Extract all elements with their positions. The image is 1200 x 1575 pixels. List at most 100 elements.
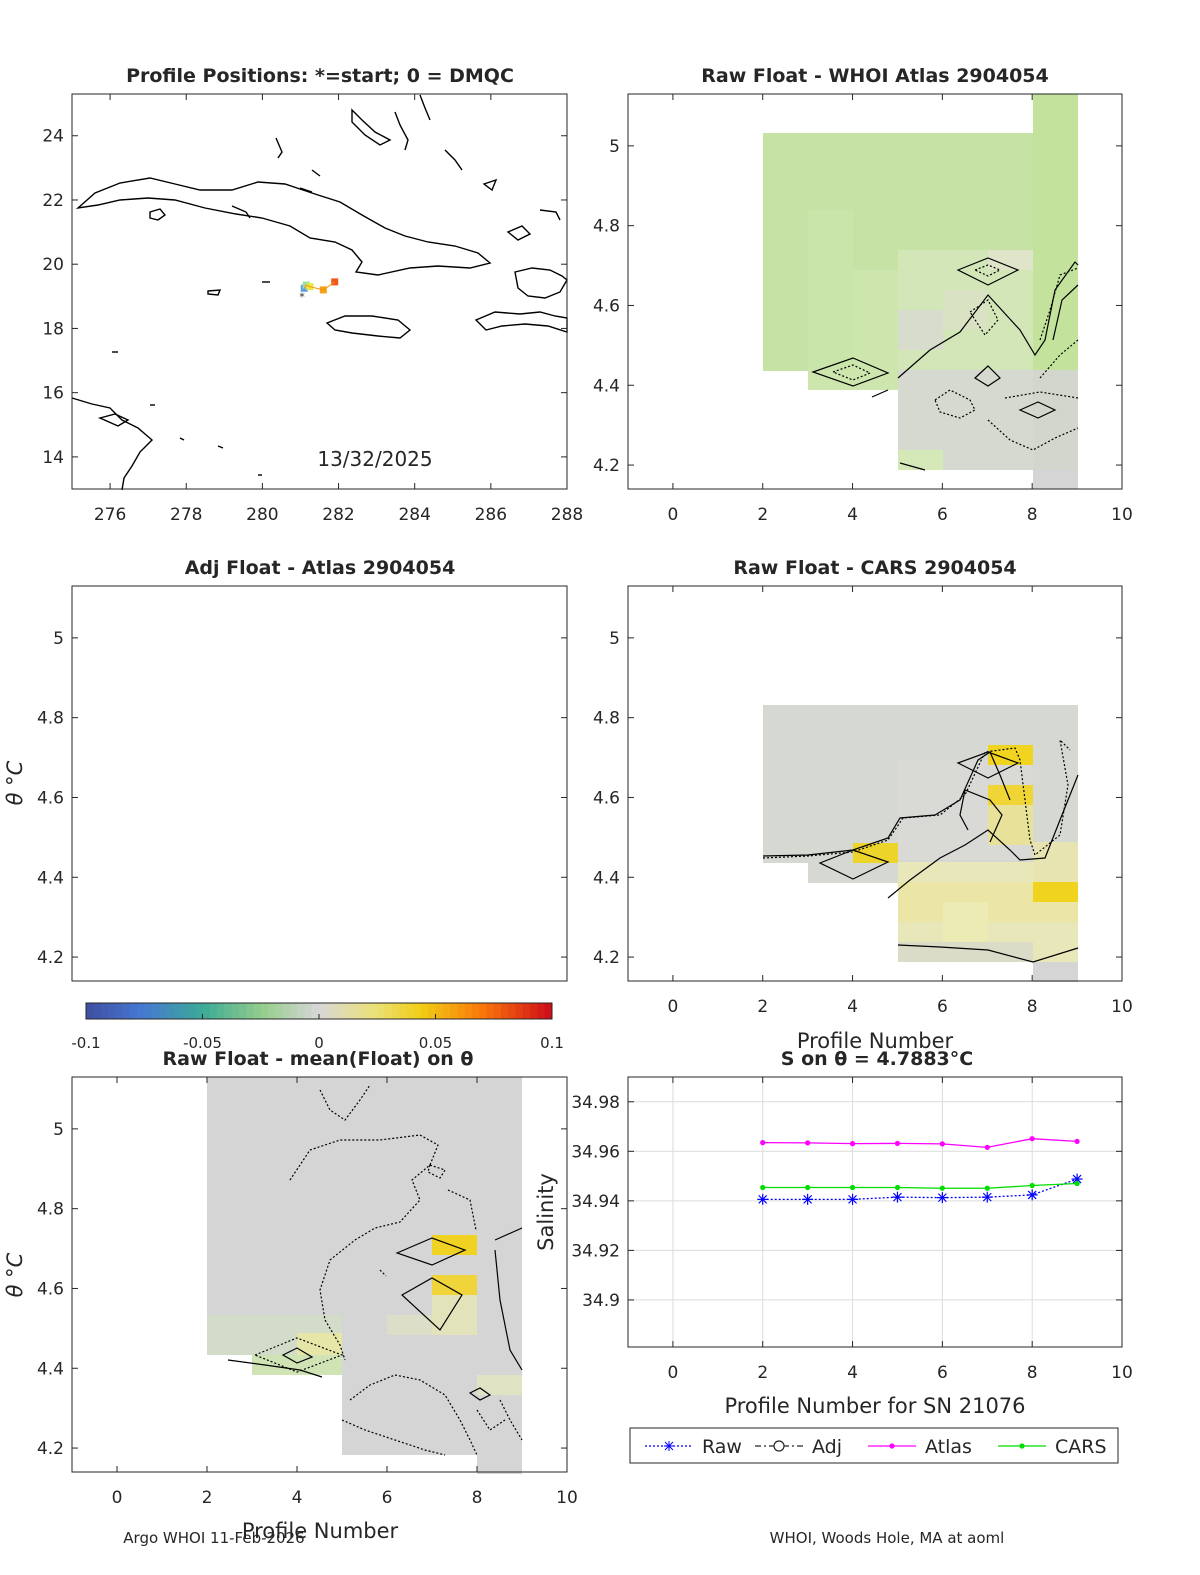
colorbar-cell bbox=[187, 1003, 196, 1019]
raw-point bbox=[847, 1193, 859, 1205]
cars-y-ticks: 4.2 4.4 4.6 4.8 5 bbox=[593, 629, 1122, 968]
whoi-contours bbox=[811, 257, 1079, 471]
mean-heatmap bbox=[207, 1077, 522, 1474]
y-tick-label: 4.6 bbox=[37, 1279, 64, 1299]
colorbar-cell bbox=[107, 1003, 116, 1019]
whoi-y-ticks: 4.2 4.4 4.6 4.8 5 bbox=[593, 137, 1122, 476]
map-title: Profile Positions: *=start; 0 = DMQC bbox=[126, 65, 514, 87]
salinity-y-ticks: 34.9 34.92 34.94 34.96 34.98 bbox=[571, 1093, 1122, 1311]
colorbar-cell bbox=[297, 1003, 305, 1019]
legend-label: Adj bbox=[812, 1436, 842, 1458]
salinity-title: S on θ = 4.7883°C bbox=[781, 1048, 973, 1070]
colorbar-ticks: -0.1 -0.05 0 0.05 0.1 bbox=[71, 1014, 564, 1052]
colorbar-tick-label: 0 bbox=[314, 1034, 324, 1052]
footer-left: Argo WHOI 11-Feb-2026 bbox=[123, 1529, 304, 1547]
colorbar-cell bbox=[100, 1003, 109, 1019]
series-line-cars bbox=[762, 1182, 1078, 1189]
y-tick-label: 34.92 bbox=[571, 1241, 620, 1261]
x-tick-label: 10 bbox=[1111, 1363, 1133, 1383]
colorbar-cell bbox=[260, 1003, 269, 1019]
colorbar-cell bbox=[231, 1003, 240, 1019]
x-tick-label: 280 bbox=[246, 505, 278, 525]
y-tick-label: 34.98 bbox=[571, 1093, 620, 1113]
colorbar-cell bbox=[471, 1003, 480, 1019]
cars-panel: Raw Float - CARS 2904054 bbox=[593, 557, 1133, 1053]
series-line-atlas bbox=[762, 1138, 1078, 1149]
y-tick-label: 4.6 bbox=[37, 788, 64, 808]
y-tick-label: 4.6 bbox=[593, 296, 620, 316]
salinity-ylabel: Salinity bbox=[534, 1173, 558, 1251]
colorbar-cell bbox=[86, 1003, 94, 1019]
colorbar-cell bbox=[544, 1003, 553, 1019]
x-tick-label: 4 bbox=[847, 505, 858, 525]
mean-contours bbox=[227, 1084, 523, 1456]
y-tick-label: 4.4 bbox=[37, 1359, 64, 1379]
whoi-x-ticks: 0 2 4 6 8 10 bbox=[667, 94, 1133, 525]
atlas-point bbox=[1029, 1136, 1035, 1142]
x-tick-label: 6 bbox=[937, 505, 948, 525]
colorbar-cell bbox=[282, 1003, 291, 1019]
map-x-ticks: 276 278 280 282 284 286 288 bbox=[94, 94, 583, 525]
x-tick-label: 10 bbox=[556, 1488, 578, 1508]
x-tick-label: 4 bbox=[847, 1363, 858, 1383]
colorbar-cell bbox=[326, 1003, 335, 1019]
colorbar-cell bbox=[391, 1003, 400, 1019]
colorbar-cell bbox=[464, 1003, 473, 1019]
legend-entry-raw: Raw bbox=[645, 1436, 742, 1458]
raw-point bbox=[891, 1191, 903, 1203]
y-tick-label: 4.2 bbox=[37, 1439, 64, 1459]
atlas-point bbox=[805, 1140, 811, 1146]
y-tick-label: 4.8 bbox=[593, 709, 620, 729]
salinity-panel: S on θ = 4.7883°C 0 2 4 6 8 10 34.9 34.92 34.94… bbox=[534, 1048, 1133, 1464]
y-tick-label: 5 bbox=[609, 137, 620, 157]
map-panel: Profile Positions: *=start; 0 = DMQC bbox=[42, 65, 583, 525]
colorbar-cell bbox=[209, 1003, 218, 1019]
cars-point bbox=[805, 1184, 811, 1191]
colorbar-cell bbox=[224, 1003, 233, 1019]
colorbar-cell bbox=[369, 1003, 378, 1019]
coastline bbox=[71, 94, 568, 491]
legend-label: CARS bbox=[1055, 1436, 1107, 1458]
mean-x-ticks: 0 2 4 6 8 10 bbox=[112, 1077, 578, 1508]
x-tick-label: 10 bbox=[1111, 505, 1133, 525]
colorbar-cell bbox=[253, 1003, 262, 1019]
y-tick-label: 4.8 bbox=[37, 1200, 64, 1220]
x-tick-label: 286 bbox=[475, 505, 507, 525]
colorbar-cell bbox=[158, 1003, 167, 1019]
atlas-point bbox=[984, 1144, 990, 1150]
colorbar-cell bbox=[348, 1003, 356, 1019]
colorbar-tick-label: -0.1 bbox=[71, 1034, 100, 1052]
x-tick-label: 0 bbox=[112, 1488, 123, 1508]
colorbar-cell bbox=[93, 1003, 102, 1019]
mean-xlabel: Profile Number bbox=[242, 1519, 399, 1543]
colorbar-cell bbox=[486, 1003, 495, 1019]
y-tick-label: 4.4 bbox=[37, 868, 64, 888]
colorbar-cell bbox=[289, 1003, 298, 1019]
colorbar-cell bbox=[457, 1003, 466, 1019]
y-tick-label: 20 bbox=[42, 255, 64, 275]
colorbar-cell bbox=[501, 1003, 509, 1019]
start-marker: * bbox=[299, 290, 305, 303]
cars-x-ticks: 0 2 4 6 8 10 bbox=[667, 586, 1133, 1017]
x-tick-label: 8 bbox=[1027, 505, 1038, 525]
map-axes-frame bbox=[71, 93, 568, 490]
colorbar-cell bbox=[530, 1003, 538, 1019]
mean-ylabel: θ °C bbox=[3, 1252, 27, 1297]
colorbar-cell bbox=[217, 1003, 225, 1019]
colorbar-cell bbox=[406, 1003, 415, 1019]
colorbar-cell bbox=[333, 1003, 342, 1019]
y-tick-label: 4.6 bbox=[593, 788, 620, 808]
legend-entry-cars: CARS bbox=[998, 1436, 1107, 1458]
x-tick-label: 284 bbox=[398, 505, 430, 525]
atlas-point bbox=[1074, 1138, 1080, 1145]
float-track bbox=[303, 281, 336, 291]
atlas-point bbox=[939, 1141, 945, 1147]
atlas-point bbox=[849, 1141, 856, 1147]
mean-panel: Raw Float - mean(Float) on θ bbox=[3, 1048, 578, 1543]
cars-heatmap bbox=[763, 705, 1078, 982]
adj-panel: Adj Float - Atlas 2904054 4.24.44.64.85 … bbox=[3, 557, 568, 982]
cars-point bbox=[894, 1184, 901, 1191]
colorbar-tick-label: 0.05 bbox=[419, 1034, 452, 1052]
x-tick-label: 2 bbox=[757, 997, 768, 1017]
colorbar-cell bbox=[442, 1003, 451, 1019]
